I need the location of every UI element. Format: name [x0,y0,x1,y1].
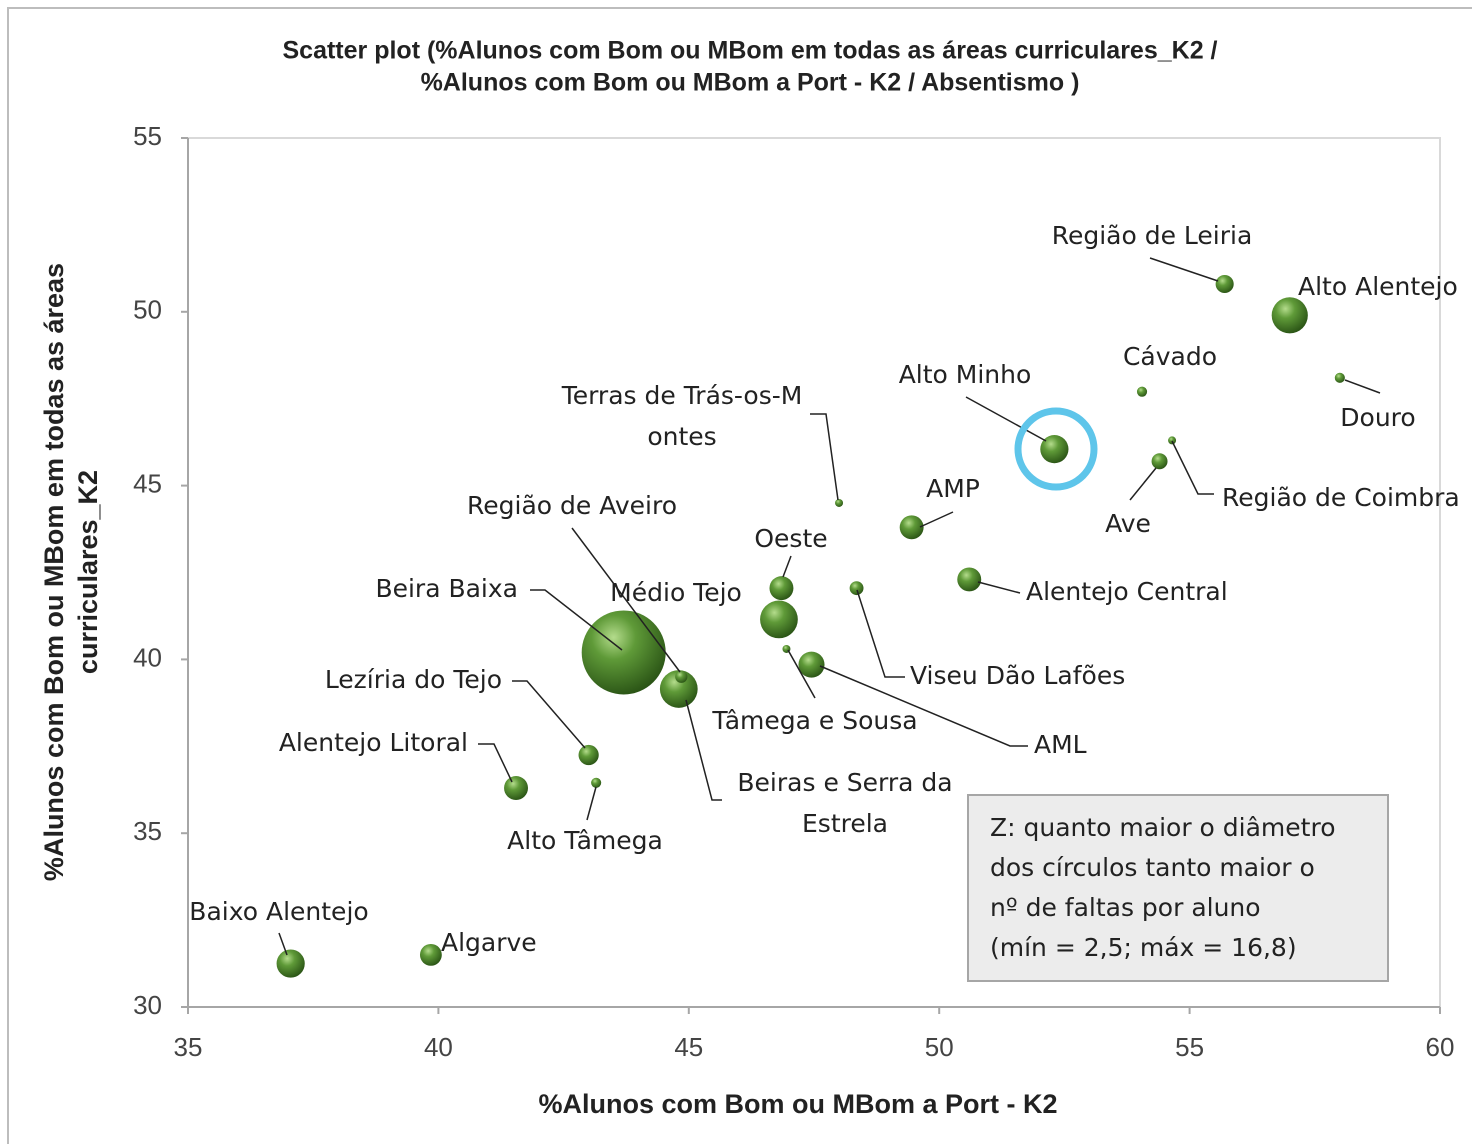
bubble [1271,297,1308,334]
y-tick-label: 45 [133,468,162,498]
annotation-line: Z: quanto maior o diâmetro [990,813,1336,842]
leader-line [856,589,905,678]
leader-line [787,649,816,699]
point-label: Tâmega e Sousa [711,706,917,735]
y-tick-label: 40 [133,642,162,672]
point-label: Beira Baixa [375,574,518,603]
x-tick-label: 50 [925,1032,954,1062]
leader-line [977,581,1021,594]
point-label: Alentejo Central [1026,577,1228,606]
annotation-box: Z: quanto maior o diâmetro dos círculos … [967,794,1389,982]
point-label: Cávado [1123,342,1217,371]
leader-line [571,527,681,673]
bubble [675,670,688,683]
bubble [419,943,442,966]
y-tick-label: 55 [133,121,162,151]
x-tick-label: 40 [424,1032,453,1062]
bubble [1151,453,1168,470]
leader-line [1129,467,1157,501]
chart-title: Scatter plot (%Alunos com Bom ou MBom em… [283,37,1218,65]
point-label: Alto Tâmega [507,826,663,855]
bubble [581,610,666,695]
point-label: Alto Minho [899,360,1032,389]
bubble [1136,386,1148,397]
bubble [798,651,825,678]
bubble [899,515,924,540]
bubble [504,776,528,800]
bubble [760,600,798,639]
bubble [1168,436,1177,445]
leader-line [1171,440,1214,495]
point-label: Baixo Alentejo [189,897,368,926]
point-label: Região de Coimbra [1222,483,1460,512]
leader-line [919,511,954,528]
point-label-line: Beiras e Serra da [737,768,952,797]
point-label-line: Estrela [802,809,888,838]
leader-line [478,743,513,783]
bubble [1334,372,1345,383]
y-tick-label: 30 [133,990,162,1020]
point-label: AMP [926,474,980,503]
point-label-line: ontes [647,422,716,451]
annotation-line: nº de faltas por aluno [990,893,1261,922]
point-label: Algarve [441,928,537,957]
leader-line [810,413,839,501]
x-tick-label: 35 [174,1032,203,1062]
x-tick-label: 55 [1175,1032,1204,1062]
bubble [591,777,602,788]
y-axis-title-line: curriculares_K2 [73,470,103,674]
annotation-line: dos círculos tanto maior o [990,853,1315,882]
point-label: Beiras e Serra da Estrela [737,768,952,838]
chart-title: %Alunos com Bom ou MBom a Port - K2 / Ab… [421,69,1080,97]
point-label: Alentejo Litoral [279,728,468,757]
point-label: Terras de Trás-os-M ontes [561,381,803,451]
annotation-line: (mín = 2,5; máx = 16,8) [990,933,1297,962]
annotation-background [967,794,1389,982]
bubble [276,949,305,978]
leader-line [782,555,792,578]
leader-line [1344,379,1381,394]
leader-line [586,786,597,821]
bubble [957,567,982,592]
x-tick-label: 45 [674,1032,703,1062]
y-tick-label: 50 [133,295,162,325]
bubble [1040,435,1069,464]
point-label: Região de Leiria [1052,221,1253,250]
leader-line [278,932,288,956]
point-label: Médio Tejo [610,578,742,607]
y-axis-title: %Alunos com Bom ou MBom em todas as área… [39,263,103,881]
point-label-line: Terras de Trás-os-M [561,381,803,410]
bubble [578,744,599,766]
leader-line [530,589,623,651]
bubble [1215,274,1234,294]
point-label: AML [1034,730,1087,759]
bubble [769,576,794,601]
point-label: Lezíria do Tejo [325,665,502,694]
point-label: Ave [1105,509,1151,538]
y-tick-label: 35 [133,816,162,846]
leader-line [685,699,722,801]
x-tick-label: 60 [1426,1032,1455,1062]
leader-line [965,396,1047,442]
point-label: Oeste [754,524,827,553]
y-axis-title-line: %Alunos com Bom ou MBom em todas as área… [39,263,69,881]
leader-line [512,680,586,749]
point-label: Viseu Dão Lafões [910,661,1125,690]
bubble [659,670,698,708]
bubble [835,498,844,507]
bubble [849,581,864,596]
leader-line [819,665,1028,747]
point-label: Alto Alentejo [1298,272,1458,301]
highlight-ring [1014,407,1098,491]
x-axis-title: %Alunos com Bom ou MBom a Port - K2 [538,1089,1057,1119]
point-label: Douro [1340,403,1415,432]
leader-line [1149,257,1219,282]
point-label: Região de Aveiro [467,491,677,520]
